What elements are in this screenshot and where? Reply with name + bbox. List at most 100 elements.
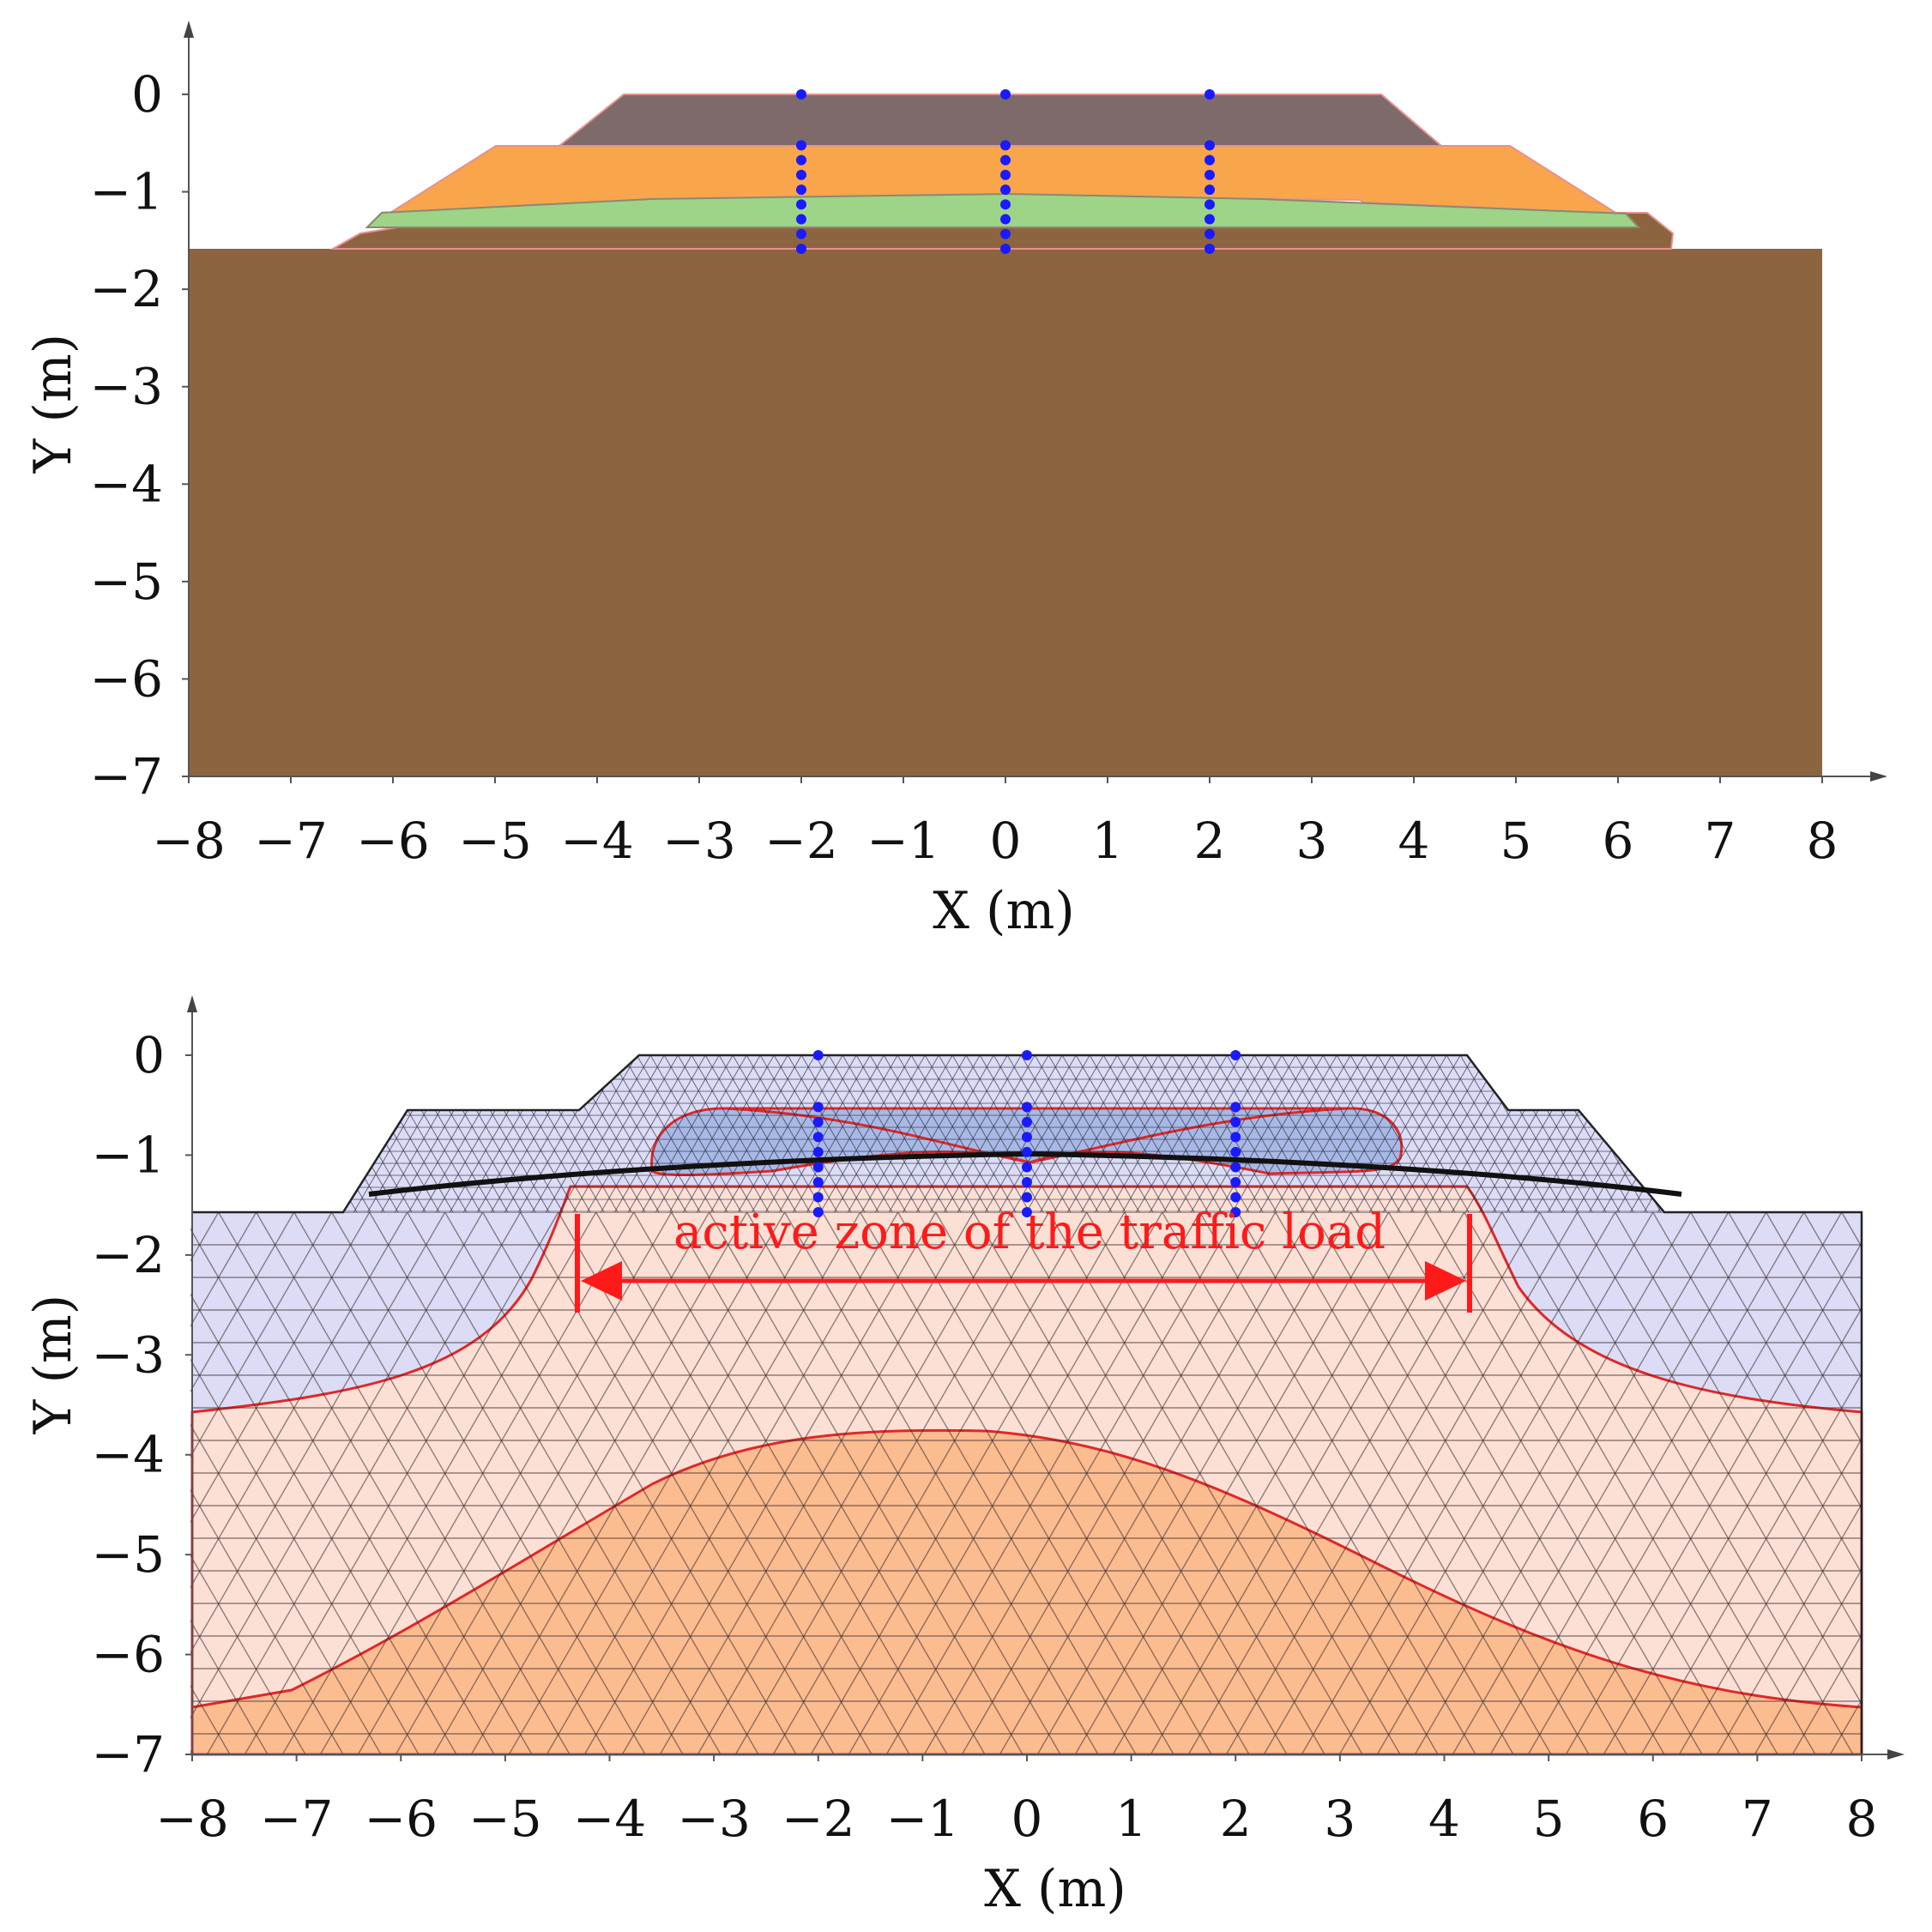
bottom-x-tick-marks	[191, 1754, 1863, 1761]
x-tick-label: −4	[560, 812, 634, 870]
mesh-line	[1414, 1212, 1730, 1754]
measurement-point	[1000, 154, 1011, 166]
mesh-line	[161, 1055, 252, 1212]
mesh-line	[1048, 1212, 1363, 1754]
mesh-line	[1791, 1633, 1862, 1754]
measurement-point	[1230, 1132, 1241, 1143]
x-tick-label: −2	[782, 1790, 855, 1848]
mesh-line	[1735, 1055, 1826, 1212]
measurement-point	[1204, 244, 1215, 254]
measurement-point	[1022, 1162, 1032, 1173]
top-panel-cross-section: −8 −7 −6 −5 −4 −3 −2 −1 0 1 2 3 4 5 6 7 8 0−1−2−3−4−5−6−…	[23, 21, 1887, 941]
top-y-tick-labels: 0 −1 −2 −3 −4 −5 −6 −7	[90, 65, 164, 806]
mesh-line	[1577, 1212, 1862, 1706]
mesh-line	[772, 1212, 1088, 1754]
x-tick-label: −7	[260, 1790, 334, 1848]
mesh-line	[627, 1055, 720, 1212]
x-tick-label: 8	[1807, 812, 1838, 870]
mesh-line	[1300, 1055, 1392, 1212]
y-tick-label: −3	[90, 358, 164, 416]
mesh-line	[1313, 1212, 1627, 1754]
mesh-line	[1204, 1055, 1296, 1212]
mesh-line	[1382, 1055, 1475, 1212]
mesh-line	[764, 1055, 857, 1212]
mesh-line	[1716, 1502, 1862, 1754]
mesh-line	[737, 1055, 830, 1212]
mesh-line	[545, 1055, 637, 1212]
y-tick-label: −4	[90, 455, 164, 513]
x-tick-label: −5	[458, 812, 532, 870]
mesh-line	[572, 1055, 665, 1212]
mesh-line	[202, 1055, 293, 1212]
y-tick-label: −2	[92, 1226, 166, 1284]
measurement-point	[796, 244, 806, 254]
y-tick-label: −5	[92, 1525, 166, 1584]
x-tick-label: −5	[468, 1790, 542, 1848]
measurement-point	[1230, 1146, 1241, 1157]
mesh-line	[369, 1212, 684, 1754]
mesh-line	[190, 1619, 269, 1754]
mesh-line	[190, 1212, 371, 1524]
mesh-line	[1803, 1212, 1862, 1313]
mesh-line	[847, 1055, 939, 1212]
mesh-line	[1338, 1212, 1654, 1754]
mesh-line	[319, 1212, 635, 1754]
mesh-line	[190, 1212, 408, 1589]
x-tick-label: 8	[1846, 1790, 1878, 1848]
mesh-line	[935, 1212, 1250, 1754]
active-zone-label: active zone of the traffic load	[673, 1204, 1386, 1260]
measurement-point	[1000, 244, 1011, 254]
mesh-line	[1539, 1212, 1854, 1754]
measurement-point	[1204, 214, 1215, 225]
mesh-line	[1657, 1055, 1664, 1212]
x-tick-label: 7	[1705, 812, 1736, 870]
mesh-line	[961, 1212, 1277, 1754]
measurement-point	[1022, 1192, 1032, 1203]
measurement-point	[812, 1050, 824, 1060]
x-tick-label: −3	[662, 812, 736, 870]
mesh-line	[558, 1055, 651, 1212]
mesh-line	[244, 1055, 335, 1212]
measurement-point	[1230, 1176, 1241, 1187]
mesh-line	[1615, 1212, 1862, 1640]
mesh-line	[395, 1212, 710, 1754]
mesh-line	[1086, 1212, 1401, 1754]
mesh-line	[1452, 1212, 1767, 1754]
measurement-point	[812, 1207, 824, 1217]
y-tick-label: −1	[90, 163, 164, 221]
mesh-line	[1766, 1212, 1862, 1379]
mesh-line	[586, 1055, 679, 1212]
x-tick-label: 1	[1092, 812, 1124, 870]
measurement-point	[1230, 1116, 1241, 1127]
mesh-line	[1263, 1212, 1579, 1754]
x-tick-label: 3	[1324, 1790, 1355, 1848]
bottom-panel-mesh: active zone of the traffic load −8 −7 −6 −5…	[23, 995, 1905, 1919]
mesh-line	[822, 1212, 1137, 1754]
mesh-line	[1080, 1055, 1173, 1212]
x-tick-label: −1	[866, 812, 940, 870]
mesh-line	[1666, 1055, 1757, 1212]
top-x-tick-marks	[188, 776, 1823, 783]
top-axes	[182, 21, 1887, 783]
top-measurement-points	[796, 89, 1215, 254]
mesh-line	[244, 1212, 559, 1754]
mesh-line	[190, 1423, 382, 1754]
mesh-line	[1074, 1212, 1390, 1754]
measurement-point	[796, 228, 806, 239]
bottom-axes	[185, 995, 1905, 1761]
mesh-line	[970, 1055, 1063, 1212]
bottom-x-axis-title: X (m)	[984, 1859, 1126, 1919]
mesh-line	[915, 1055, 1008, 1212]
mesh-line	[508, 1212, 824, 1754]
top-x-tick-labels: −8 −7 −6 −5 −4 −3 −2 −1 0 1 2 3 4 5 6 7 8	[152, 812, 1838, 870]
measurement-point	[1230, 1050, 1241, 1060]
mesh-line	[848, 1212, 1163, 1754]
mesh-line	[810, 1212, 1126, 1754]
x-tick-label: −2	[764, 812, 838, 870]
measurement-point	[812, 1132, 824, 1143]
measurement-point	[1230, 1102, 1241, 1113]
measurement-point	[1204, 169, 1215, 180]
measurement-point	[796, 184, 806, 196]
mesh-line	[1121, 1055, 1214, 1212]
measurement-point	[1204, 89, 1215, 100]
